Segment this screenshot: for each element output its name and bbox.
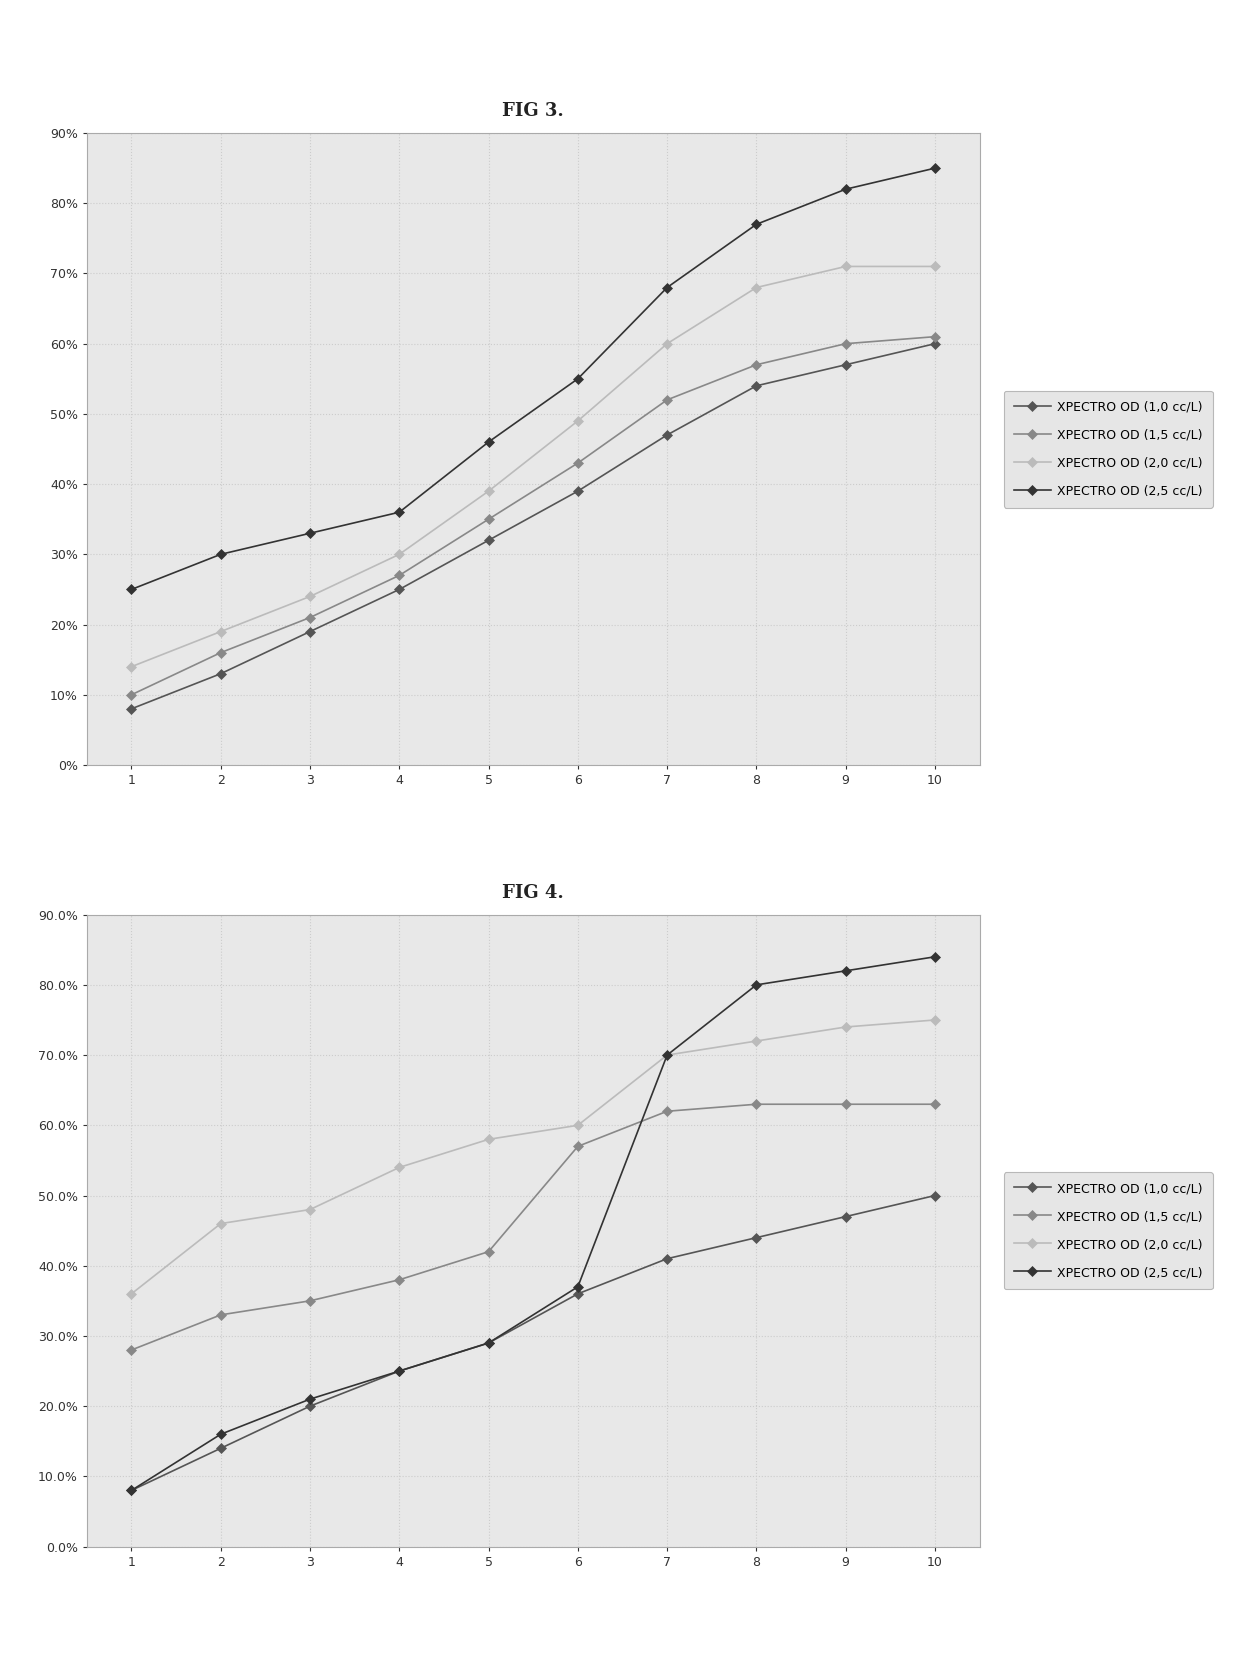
- XPECTRO OD (2,5 cc/L): [303, 1389, 317, 1409]
- XPECTRO OD (1,5 cc/L): [392, 1271, 407, 1290]
- XPECTRO OD (1,0 cc/L): [928, 1186, 942, 1206]
- XPECTRO OD (2,0 cc/L): [213, 622, 228, 642]
- XPECTRO OD (2,5 cc/L): [928, 158, 942, 178]
- XPECTRO OD (2,5 cc/L): [749, 975, 764, 994]
- XPECTRO OD (2,0 cc/L): [392, 1157, 407, 1177]
- XPECTRO OD (1,0 cc/L): [124, 698, 139, 718]
- XPECTRO OD (1,0 cc/L): [570, 481, 585, 501]
- XPECTRO OD (1,5 cc/L): [124, 685, 139, 705]
- XPECTRO OD (2,0 cc/L): [124, 1284, 139, 1304]
- XPECTRO OD (1,5 cc/L): [660, 1101, 675, 1121]
- XPECTRO OD (1,5 cc/L): [213, 1305, 228, 1325]
- XPECTRO OD (1,0 cc/L): [481, 530, 496, 550]
- XPECTRO OD (1,0 cc/L): [303, 1397, 317, 1417]
- XPECTRO OD (2,5 cc/L): [838, 961, 853, 981]
- XPECTRO OD (1,5 cc/L): [749, 354, 764, 374]
- XPECTRO OD (1,0 cc/L): [838, 1207, 853, 1227]
- XPECTRO OD (1,5 cc/L): [303, 607, 317, 627]
- Title: FIG 4.: FIG 4.: [502, 885, 564, 901]
- XPECTRO OD (2,0 cc/L): [838, 1018, 853, 1038]
- Line: XPECTRO OD (1,5 cc/L): XPECTRO OD (1,5 cc/L): [128, 1101, 939, 1354]
- XPECTRO OD (1,0 cc/L): [213, 664, 228, 683]
- XPECTRO OD (1,5 cc/L): [570, 1136, 585, 1156]
- XPECTRO OD (1,0 cc/L): [570, 1284, 585, 1304]
- XPECTRO OD (1,5 cc/L): [928, 326, 942, 346]
- XPECTRO OD (2,0 cc/L): [481, 1129, 496, 1149]
- XPECTRO OD (2,5 cc/L): [124, 579, 139, 599]
- Line: XPECTRO OD (2,0 cc/L): XPECTRO OD (2,0 cc/L): [128, 1016, 939, 1297]
- XPECTRO OD (1,5 cc/L): [749, 1094, 764, 1114]
- XPECTRO OD (1,5 cc/L): [392, 565, 407, 585]
- XPECTRO OD (2,0 cc/L): [213, 1214, 228, 1234]
- XPECTRO OD (1,0 cc/L): [660, 1249, 675, 1269]
- Line: XPECTRO OD (2,5 cc/L): XPECTRO OD (2,5 cc/L): [128, 953, 939, 1493]
- XPECTRO OD (1,5 cc/L): [570, 452, 585, 472]
- Line: XPECTRO OD (1,5 cc/L): XPECTRO OD (1,5 cc/L): [128, 333, 939, 698]
- XPECTRO OD (2,0 cc/L): [838, 256, 853, 276]
- XPECTRO OD (2,0 cc/L): [660, 334, 675, 354]
- XPECTRO OD (1,5 cc/L): [481, 509, 496, 529]
- XPECTRO OD (2,0 cc/L): [392, 544, 407, 564]
- XPECTRO OD (2,0 cc/L): [481, 481, 496, 501]
- XPECTRO OD (2,0 cc/L): [303, 1199, 317, 1219]
- XPECTRO OD (2,5 cc/L): [124, 1480, 139, 1500]
- Line: XPECTRO OD (2,5 cc/L): XPECTRO OD (2,5 cc/L): [128, 165, 939, 594]
- XPECTRO OD (1,5 cc/L): [124, 1340, 139, 1360]
- XPECTRO OD (1,0 cc/L): [749, 376, 764, 396]
- XPECTRO OD (1,5 cc/L): [928, 1094, 942, 1114]
- XPECTRO OD (2,0 cc/L): [749, 1031, 764, 1051]
- XPECTRO OD (2,0 cc/L): [928, 256, 942, 276]
- XPECTRO OD (2,0 cc/L): [303, 587, 317, 607]
- Line: XPECTRO OD (1,0 cc/L): XPECTRO OD (1,0 cc/L): [128, 341, 939, 712]
- Line: XPECTRO OD (1,0 cc/L): XPECTRO OD (1,0 cc/L): [128, 1192, 939, 1493]
- XPECTRO OD (2,5 cc/L): [303, 524, 317, 544]
- XPECTRO OD (2,0 cc/L): [660, 1044, 675, 1064]
- XPECTRO OD (1,5 cc/L): [481, 1242, 496, 1262]
- XPECTRO OD (2,0 cc/L): [749, 278, 764, 298]
- XPECTRO OD (2,5 cc/L): [749, 215, 764, 234]
- XPECTRO OD (1,5 cc/L): [660, 389, 675, 409]
- Line: XPECTRO OD (2,0 cc/L): XPECTRO OD (2,0 cc/L): [128, 263, 939, 670]
- XPECTRO OD (2,0 cc/L): [570, 411, 585, 431]
- Legend: XPECTRO OD (1,0 cc/L), XPECTRO OD (1,5 cc/L), XPECTRO OD (2,0 cc/L), XPECTRO OD : XPECTRO OD (1,0 cc/L), XPECTRO OD (1,5 c…: [1003, 1172, 1213, 1289]
- XPECTRO OD (2,5 cc/L): [213, 1424, 228, 1443]
- XPECTRO OD (2,0 cc/L): [928, 1009, 942, 1029]
- XPECTRO OD (1,5 cc/L): [838, 1094, 853, 1114]
- XPECTRO OD (2,5 cc/L): [570, 1277, 585, 1297]
- XPECTRO OD (2,5 cc/L): [660, 278, 675, 298]
- XPECTRO OD (1,0 cc/L): [213, 1438, 228, 1458]
- XPECTRO OD (2,5 cc/L): [392, 502, 407, 522]
- XPECTRO OD (1,0 cc/L): [392, 1360, 407, 1380]
- XPECTRO OD (1,0 cc/L): [392, 579, 407, 599]
- XPECTRO OD (1,0 cc/L): [838, 354, 853, 374]
- XPECTRO OD (2,5 cc/L): [838, 180, 853, 200]
- XPECTRO OD (1,0 cc/L): [660, 426, 675, 446]
- XPECTRO OD (2,5 cc/L): [481, 1334, 496, 1354]
- XPECTRO OD (1,5 cc/L): [303, 1290, 317, 1310]
- XPECTRO OD (2,5 cc/L): [213, 544, 228, 564]
- XPECTRO OD (2,5 cc/L): [392, 1360, 407, 1380]
- XPECTRO OD (1,0 cc/L): [303, 622, 317, 642]
- XPECTRO OD (1,0 cc/L): [481, 1334, 496, 1354]
- XPECTRO OD (1,0 cc/L): [124, 1480, 139, 1500]
- Legend: XPECTRO OD (1,0 cc/L), XPECTRO OD (1,5 cc/L), XPECTRO OD (2,0 cc/L), XPECTRO OD : XPECTRO OD (1,0 cc/L), XPECTRO OD (1,5 c…: [1003, 391, 1213, 507]
- XPECTRO OD (1,5 cc/L): [838, 334, 853, 354]
- XPECTRO OD (1,5 cc/L): [213, 642, 228, 662]
- XPECTRO OD (2,5 cc/L): [481, 432, 496, 452]
- XPECTRO OD (2,0 cc/L): [570, 1116, 585, 1136]
- XPECTRO OD (1,0 cc/L): [749, 1227, 764, 1247]
- XPECTRO OD (2,5 cc/L): [570, 369, 585, 389]
- XPECTRO OD (2,0 cc/L): [124, 657, 139, 677]
- XPECTRO OD (1,0 cc/L): [928, 334, 942, 354]
- XPECTRO OD (2,5 cc/L): [660, 1044, 675, 1064]
- Title: FIG 3.: FIG 3.: [502, 103, 564, 120]
- XPECTRO OD (2,5 cc/L): [928, 946, 942, 966]
